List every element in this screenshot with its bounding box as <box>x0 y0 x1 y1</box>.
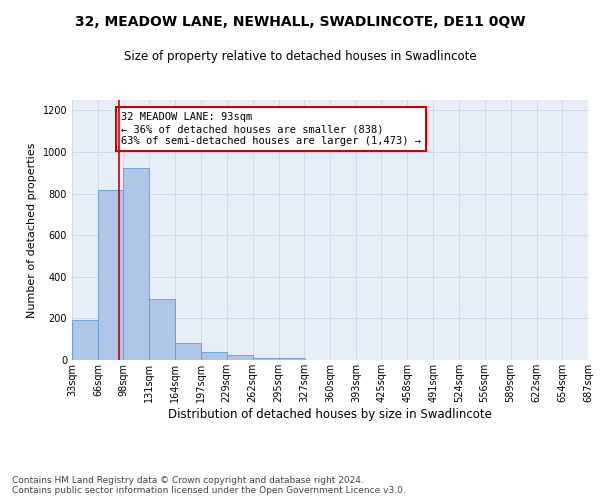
Bar <box>227 356 253 360</box>
Bar <box>72 320 98 360</box>
X-axis label: Distribution of detached houses by size in Swadlincote: Distribution of detached houses by size … <box>168 408 492 420</box>
Text: 32 MEADOW LANE: 93sqm
← 36% of detached houses are smaller (838)
63% of semi-det: 32 MEADOW LANE: 93sqm ← 36% of detached … <box>121 112 421 146</box>
Bar <box>98 190 124 360</box>
Bar <box>279 358 305 360</box>
Bar <box>175 344 202 360</box>
Bar <box>253 358 279 360</box>
Text: Size of property relative to detached houses in Swadlincote: Size of property relative to detached ho… <box>124 50 476 63</box>
Bar <box>202 352 227 360</box>
Text: 32, MEADOW LANE, NEWHALL, SWADLINCOTE, DE11 0QW: 32, MEADOW LANE, NEWHALL, SWADLINCOTE, D… <box>75 15 525 29</box>
Bar <box>123 168 149 360</box>
Bar <box>149 298 175 360</box>
Text: Contains HM Land Registry data © Crown copyright and database right 2024.
Contai: Contains HM Land Registry data © Crown c… <box>12 476 406 495</box>
Y-axis label: Number of detached properties: Number of detached properties <box>27 142 37 318</box>
